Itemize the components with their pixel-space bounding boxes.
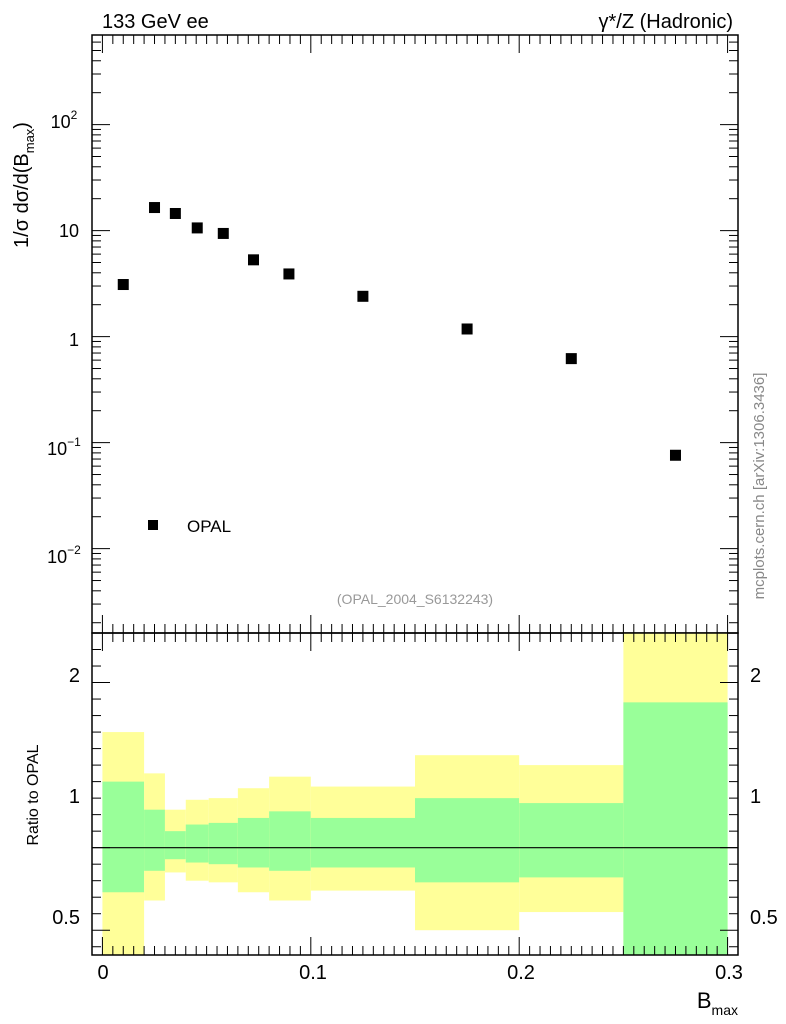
ratio-green-band	[185, 824, 209, 863]
ratio-green-band	[310, 817, 415, 868]
legend-label-opal: OPAL	[187, 517, 231, 536]
ratio-green-band	[102, 781, 145, 893]
x-tick-label-0-3: 0.3	[715, 962, 743, 984]
main-y-tick-labels: 10−2 10−1 1 10 102	[47, 108, 81, 567]
ratio-y-axis-label: Ratio to OPAL	[25, 744, 42, 845]
y-tick-label-10: 10	[59, 221, 79, 241]
x-axis-label-main: B	[697, 988, 712, 1013]
ratio-green-band	[144, 809, 165, 871]
x-tick-labels: 0 0.1 0.2 0.3	[97, 962, 742, 984]
y-tick-label-1e-2-exp: −2	[67, 543, 81, 557]
data-point-opal	[117, 279, 129, 291]
ratio-green-band	[269, 811, 311, 871]
y-tick-label-1e2-base: 10	[51, 112, 71, 132]
data-point-opal	[283, 268, 295, 280]
y-tick-label-1: 1	[69, 330, 79, 350]
main-y-axis-label-tail: )	[11, 122, 33, 129]
watermark: mcplots.cern.ch [arXiv:1306.3436]	[751, 373, 768, 600]
data-point-opal	[248, 254, 259, 266]
data-point-opal	[669, 449, 681, 461]
legend-marker	[148, 520, 158, 530]
ratio-green-band	[237, 817, 270, 868]
main-plot-panel	[91, 34, 739, 634]
x-tick-label-0-1: 0.1	[299, 962, 327, 984]
ratio-axis-ticks	[92, 632, 738, 955]
y-tick-label-1e-1: 10−1	[47, 435, 81, 459]
analysis-id: (OPAL_2004_S6132243)	[337, 591, 493, 607]
ratio-right-label-1: 1	[750, 786, 761, 808]
ratio-y-tick-labels: 0.5 1 2 0.5 1 2	[52, 665, 778, 929]
main-y-axis-label-main: 1/σ dσ/d(B	[11, 153, 33, 248]
ratio-right-label-2: 2	[750, 665, 761, 687]
x-tick-label-0-2: 0.2	[507, 962, 535, 984]
ratio-left-label-2: 2	[69, 665, 80, 687]
y-tick-label-1e-2-base: 10	[47, 547, 67, 567]
main-axis-ticks	[92, 34, 738, 633]
ratio-green-band	[415, 798, 520, 883]
main-frame	[91, 34, 739, 634]
ratio-green-band	[208, 822, 238, 865]
x-tick-label-0: 0	[97, 962, 108, 984]
header-left-title: 133 GeV ee	[102, 11, 209, 33]
y-tick-label-1e-1-exp: −1	[67, 435, 81, 449]
x-axis-label: Bmax	[697, 988, 738, 1018]
ratio-green-band	[623, 702, 728, 955]
y-tick-label-1e2: 102	[51, 108, 78, 132]
ratio-uncertainty-bands	[92, 633, 738, 955]
ratio-green-band	[164, 831, 186, 860]
data-point-opal	[461, 323, 473, 335]
main-y-axis-label-sub: max	[22, 128, 37, 153]
data-point-opal	[217, 227, 229, 239]
data-point-opal	[565, 353, 577, 365]
x-axis-label-sub: max	[712, 1002, 738, 1018]
ratio-left-label-0-5: 0.5	[52, 907, 80, 929]
main-y-axis-label: 1/σ dσ/d(Bmax)	[11, 122, 37, 248]
data-point-opal	[357, 290, 369, 302]
data-point-opal	[191, 222, 203, 234]
header-right-title: γ*/Z (Hadronic)	[599, 11, 733, 33]
data-point-opal	[149, 202, 161, 214]
y-tick-label-1e2-exp: 2	[71, 108, 78, 122]
ratio-green-band	[519, 803, 624, 878]
ratio-left-label-1: 1	[69, 786, 80, 808]
y-tick-label-1e-1-base: 10	[47, 439, 67, 459]
ratio-right-label-0-5: 0.5	[750, 907, 778, 929]
main-data-points	[117, 202, 681, 461]
y-tick-label-1e-2: 10−2	[47, 543, 81, 567]
data-point-opal	[169, 207, 181, 219]
